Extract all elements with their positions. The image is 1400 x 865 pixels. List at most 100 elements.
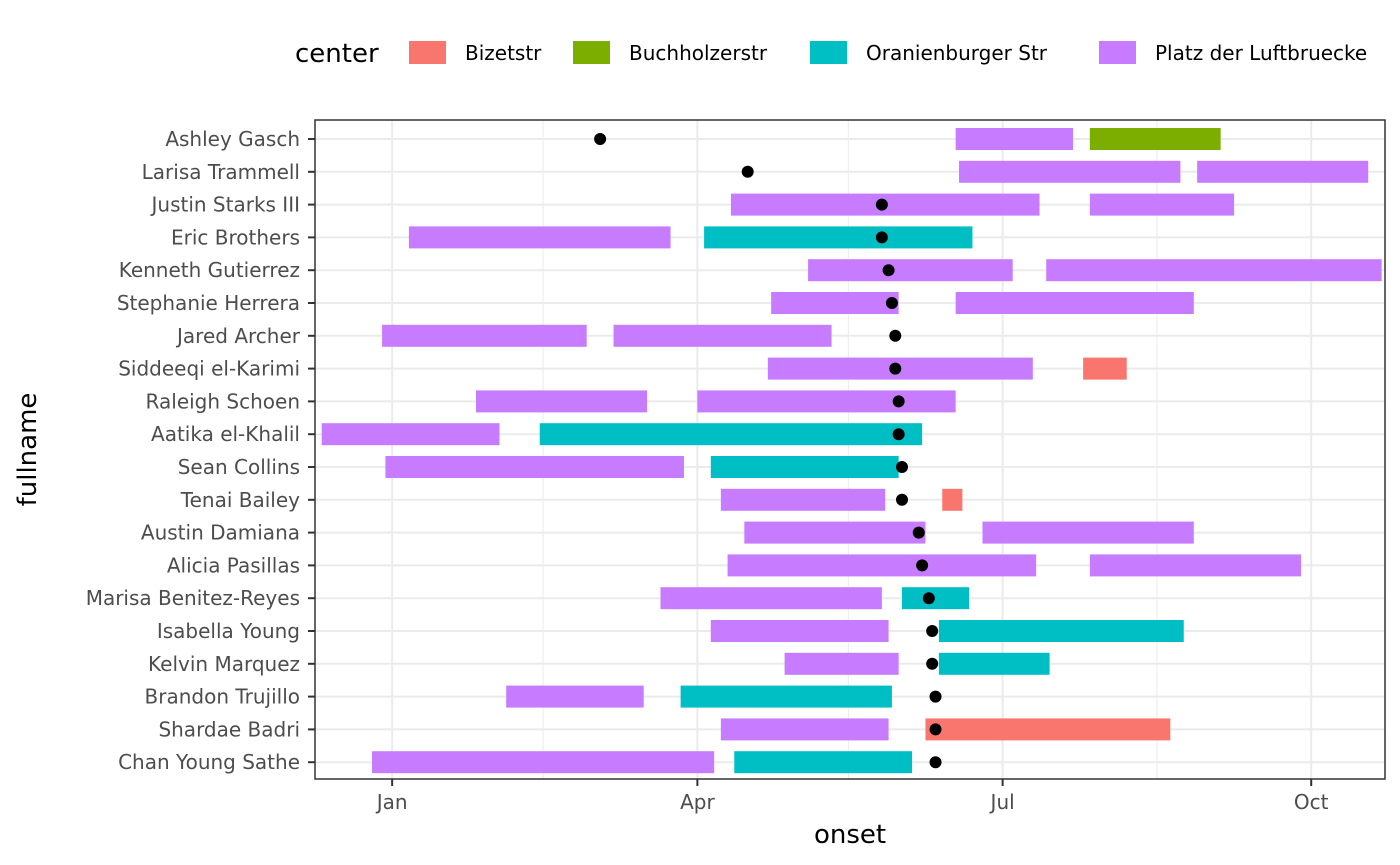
stay-bar-austin-damiana-platz-der-luftbruecke	[982, 521, 1194, 544]
y-tick-label: Justin Starks III	[150, 193, 301, 217]
y-axis: Ashley Gasch Larisa Trammell Justin Starks…	[86, 127, 315, 774]
stay-bar-aatika-el-khalil-platz-der-luftbruecke	[321, 423, 500, 446]
onset-point-justin-starks-iii	[875, 198, 888, 211]
onset-point-austin-damiana	[912, 526, 925, 539]
y-tick-label: Shardae Badri	[158, 717, 300, 741]
stay-bar-siddeeqi-el-karimi-bizetstr	[1083, 357, 1127, 380]
legend-label-platz-der-luftbruecke: Platz der Luftbruecke	[1155, 41, 1367, 65]
plot-frame	[314, 119, 1386, 780]
onset-point-kelvin-marquez	[926, 657, 939, 670]
stay-bar-kelvin-marquez-platz-der-luftbruecke	[784, 652, 899, 675]
stay-bar-larisa-trammell-platz-der-luftbruecke	[959, 160, 1181, 183]
stay-bar-stephanie-herrera-platz-der-luftbruecke	[771, 292, 899, 314]
stay-bar-marisa-benitez-reyes-oranienburger-str	[901, 587, 970, 610]
legend-key-oranienburger-str	[810, 41, 847, 64]
y-tick-label: Alicia Pasillas	[167, 553, 300, 577]
y-tick-label: Isabella Young	[157, 619, 300, 643]
y-tick-label: Austin Damiana	[141, 521, 300, 545]
x-tick-label: Jan	[375, 790, 408, 814]
stay-bar-eric-brothers-platz-der-luftbruecke	[408, 226, 671, 249]
onset-point-siddeeqi-el-karimi	[889, 362, 902, 375]
onset-points	[594, 133, 942, 769]
onset-point-raleigh-schoen	[892, 395, 905, 408]
stay-bar-shardae-badri-bizetstr	[925, 718, 1171, 741]
stay-bar-ashley-gasch-buchholzerstr	[1089, 128, 1221, 150]
stay-bar-tenai-bailey-bizetstr	[942, 488, 963, 511]
stay-bar-chan-young-sathe-platz-der-luftbruecke	[372, 751, 715, 774]
stay-bar-austin-damiana-platz-der-luftbruecke	[744, 521, 926, 544]
y-tick-label: Kenneth Gutierrez	[119, 258, 300, 282]
x-tick-label: Apr	[680, 790, 715, 814]
stay-bar-justin-starks-iii-platz-der-luftbruecke	[1089, 193, 1235, 216]
stay-bar-jared-archer-platz-der-luftbruecke	[382, 324, 587, 347]
legend-label-buchholzerstr: Buchholzerstr	[629, 41, 768, 65]
stay-bar-isabella-young-platz-der-luftbruecke	[710, 620, 889, 642]
onset-point-larisa-trammell	[741, 165, 754, 178]
onset-point-kenneth-gutierrez	[882, 264, 895, 277]
onset-point-brandon-trujillo	[929, 690, 942, 703]
y-tick-label: Eric Brothers	[171, 225, 300, 249]
x-tick-label: Oct	[1294, 790, 1329, 814]
stay-bar-tenai-bailey-platz-der-luftbruecke	[720, 488, 886, 511]
stay-bar-sean-collins-platz-der-luftbruecke	[385, 456, 684, 478]
onset-point-eric-brothers	[875, 231, 888, 244]
legend-key-bizetstr	[409, 41, 446, 64]
stay-bar-sean-collins-oranienburger-str	[710, 456, 899, 478]
y-tick-label: Aatika el-Khalil	[151, 422, 300, 446]
stay-bar-alicia-pasillas-platz-der-luftbruecke	[727, 554, 1037, 577]
onset-point-isabella-young	[926, 625, 939, 637]
stay-bar-brandon-trujillo-oranienburger-str	[680, 685, 892, 708]
legend-key-buchholzerstr	[573, 41, 610, 64]
y-tick-label: Raleigh Schoen	[146, 389, 300, 413]
onset-point-shardae-badri	[929, 723, 942, 736]
y-tick-label: Brandon Trujillo	[145, 685, 300, 709]
y-tick-label: Chan Young Sathe	[118, 750, 300, 774]
stay-bar-jared-archer-platz-der-luftbruecke	[613, 324, 832, 347]
x-axis-title: onset	[814, 820, 886, 850]
legend-label-oranienburger-str: Oranienburger Str	[866, 41, 1048, 65]
onset-point-tenai-bailey	[895, 493, 908, 506]
y-tick-label: Stephanie Herrera	[117, 291, 300, 315]
y-axis-title: fullname	[13, 393, 43, 507]
onset-point-chan-young-sathe	[929, 756, 942, 769]
plot-background	[315, 120, 1385, 779]
onset-point-aatika-el-khalil	[892, 428, 905, 441]
legend-title: center	[295, 39, 379, 69]
y-tick-label: Tenai Bailey	[180, 488, 300, 512]
y-tick-label: Ashley Gasch	[165, 127, 300, 151]
stay-bar-shardae-badri-platz-der-luftbruecke	[720, 718, 889, 741]
onset-point-alicia-pasillas	[916, 559, 929, 572]
plot-border	[314, 119, 1386, 780]
stay-bar-eric-brothers-oranienburger-str	[704, 226, 973, 249]
onset-point-ashley-gasch	[594, 133, 607, 145]
stay-bar-kelvin-marquez-oranienburger-str	[938, 652, 1050, 675]
legend-key-platz-der-luftbruecke	[1099, 41, 1136, 64]
x-tick-label: Jul	[989, 790, 1015, 814]
stay-bar-larisa-trammell-platz-der-luftbruecke	[1197, 160, 1369, 183]
stay-bar-kenneth-gutierrez-platz-der-luftbruecke	[1046, 259, 1382, 282]
legend: center Bizetstr Buchholzerstr Oranienburger…	[295, 39, 1367, 69]
plot-panel	[315, 120, 1385, 779]
onset-point-jared-archer	[889, 329, 902, 342]
onset-point-sean-collins	[895, 461, 908, 473]
stay-bar-ashley-gasch-platz-der-luftbruecke	[955, 128, 1074, 150]
stay-bar-kenneth-gutierrez-platz-der-luftbruecke	[808, 259, 1013, 282]
stay-bar-marisa-benitez-reyes-platz-der-luftbruecke	[660, 587, 882, 610]
onset-point-marisa-benitez-reyes	[922, 592, 935, 605]
x-axis: Jan Apr Jul Oct	[375, 779, 1329, 814]
stay-bar-raleigh-schoen-platz-der-luftbruecke	[697, 390, 956, 413]
stay-bar-brandon-trujillo-platz-der-luftbruecke	[506, 685, 644, 708]
y-tick-label: Kelvin Marquez	[148, 652, 300, 676]
stay-bar-isabella-young-oranienburger-str	[938, 620, 1184, 642]
stay-bar-aatika-el-khalil-oranienburger-str	[539, 423, 923, 446]
y-tick-label: Marisa Benitez-Reyes	[86, 586, 300, 610]
stay-bar-stephanie-herrera-platz-der-luftbruecke	[955, 292, 1194, 314]
y-tick-label: Sean Collins	[178, 455, 300, 479]
y-tick-label: Jared Archer	[175, 324, 301, 348]
stay-bar-alicia-pasillas-platz-der-luftbruecke	[1089, 554, 1302, 577]
onset-point-stephanie-herrera	[885, 297, 898, 309]
y-tick-label: Larisa Trammell	[142, 160, 300, 184]
stay-bar-chan-young-sathe-oranienburger-str	[734, 751, 913, 774]
stay-bar-raleigh-schoen-platz-der-luftbruecke	[476, 390, 648, 413]
